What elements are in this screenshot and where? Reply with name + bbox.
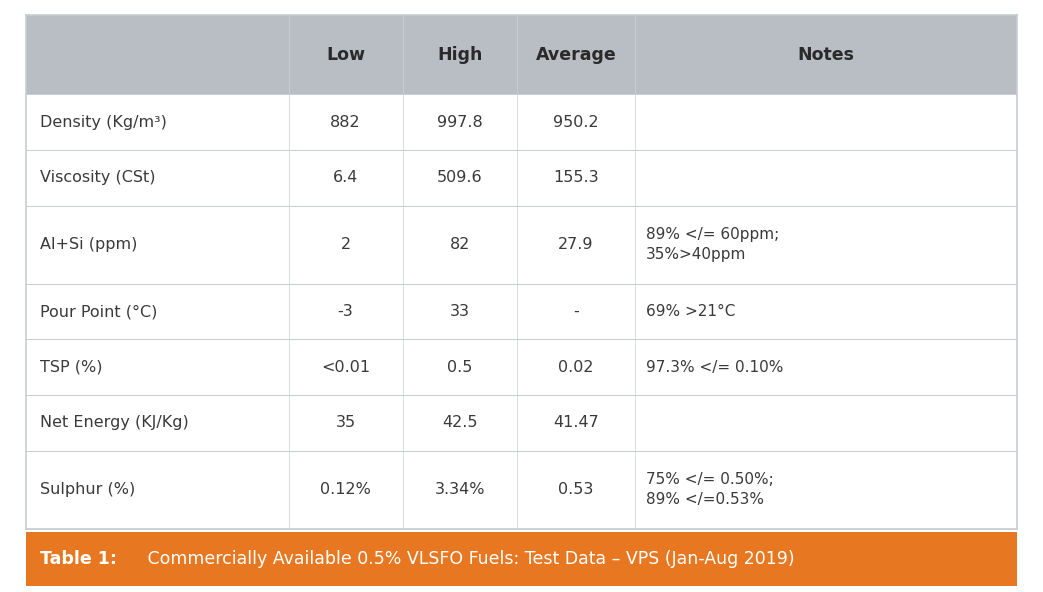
Bar [26, 532, 1017, 586]
Text: 882: 882 [331, 115, 361, 130]
Text: Low: Low [326, 46, 365, 63]
Text: 0.02: 0.02 [558, 360, 593, 375]
Text: 33: 33 [450, 304, 469, 319]
Text: -: - [573, 304, 579, 319]
Bar [26, 339, 1017, 395]
Bar [26, 206, 1017, 284]
Text: Density (Kg/m³): Density (Kg/m³) [40, 115, 167, 130]
Text: 69% >21°C: 69% >21°C [646, 304, 735, 319]
Text: 41.47: 41.47 [553, 416, 599, 430]
Text: 2: 2 [341, 237, 350, 252]
Text: Viscosity (CSt): Viscosity (CSt) [40, 170, 155, 185]
Text: -3: -3 [338, 304, 354, 319]
Text: 82: 82 [450, 237, 469, 252]
Text: 35: 35 [336, 416, 356, 430]
Text: 155.3: 155.3 [553, 170, 599, 185]
Text: Commercially Available 0.5% VLSFO Fuels: Test Data – VPS (Jan-Aug 2019): Commercially Available 0.5% VLSFO Fuels:… [142, 550, 795, 568]
Text: 0.5: 0.5 [446, 360, 472, 375]
Text: 0.12%: 0.12% [320, 482, 371, 497]
Text: Sulphur (%): Sulphur (%) [40, 482, 135, 497]
Bar [26, 150, 1017, 206]
Text: TSP (%): TSP (%) [40, 360, 102, 375]
Text: 42.5: 42.5 [442, 416, 478, 430]
Text: 27.9: 27.9 [558, 237, 593, 252]
Bar [26, 451, 1017, 529]
Text: Average: Average [536, 46, 616, 63]
Text: 509.6: 509.6 [437, 170, 482, 185]
Text: Net Energy (KJ/Kg): Net Energy (KJ/Kg) [40, 416, 189, 430]
Text: 75% </= 0.50%;
89% </=0.53%: 75% </= 0.50%; 89% </=0.53% [646, 472, 774, 507]
Bar [26, 15, 1017, 95]
Text: 6.4: 6.4 [333, 170, 359, 185]
Text: Table 1:: Table 1: [40, 550, 117, 568]
Text: <0.01: <0.01 [321, 360, 370, 375]
Bar [26, 284, 1017, 339]
Text: 950.2: 950.2 [553, 115, 599, 130]
Text: 3.34%: 3.34% [434, 482, 485, 497]
Text: 0.53: 0.53 [558, 482, 593, 497]
Text: 997.8: 997.8 [437, 115, 483, 130]
Text: 89% </= 60ppm;
35%>40ppm: 89% </= 60ppm; 35%>40ppm [646, 227, 779, 262]
Text: High: High [437, 46, 482, 63]
Text: Notes: Notes [798, 46, 854, 63]
Text: 97.3% </= 0.10%: 97.3% </= 0.10% [646, 360, 783, 375]
Text: Al+Si (ppm): Al+Si (ppm) [40, 237, 137, 252]
Text: Pour Point (°C): Pour Point (°C) [40, 304, 157, 319]
Bar [26, 395, 1017, 451]
Bar [26, 95, 1017, 150]
